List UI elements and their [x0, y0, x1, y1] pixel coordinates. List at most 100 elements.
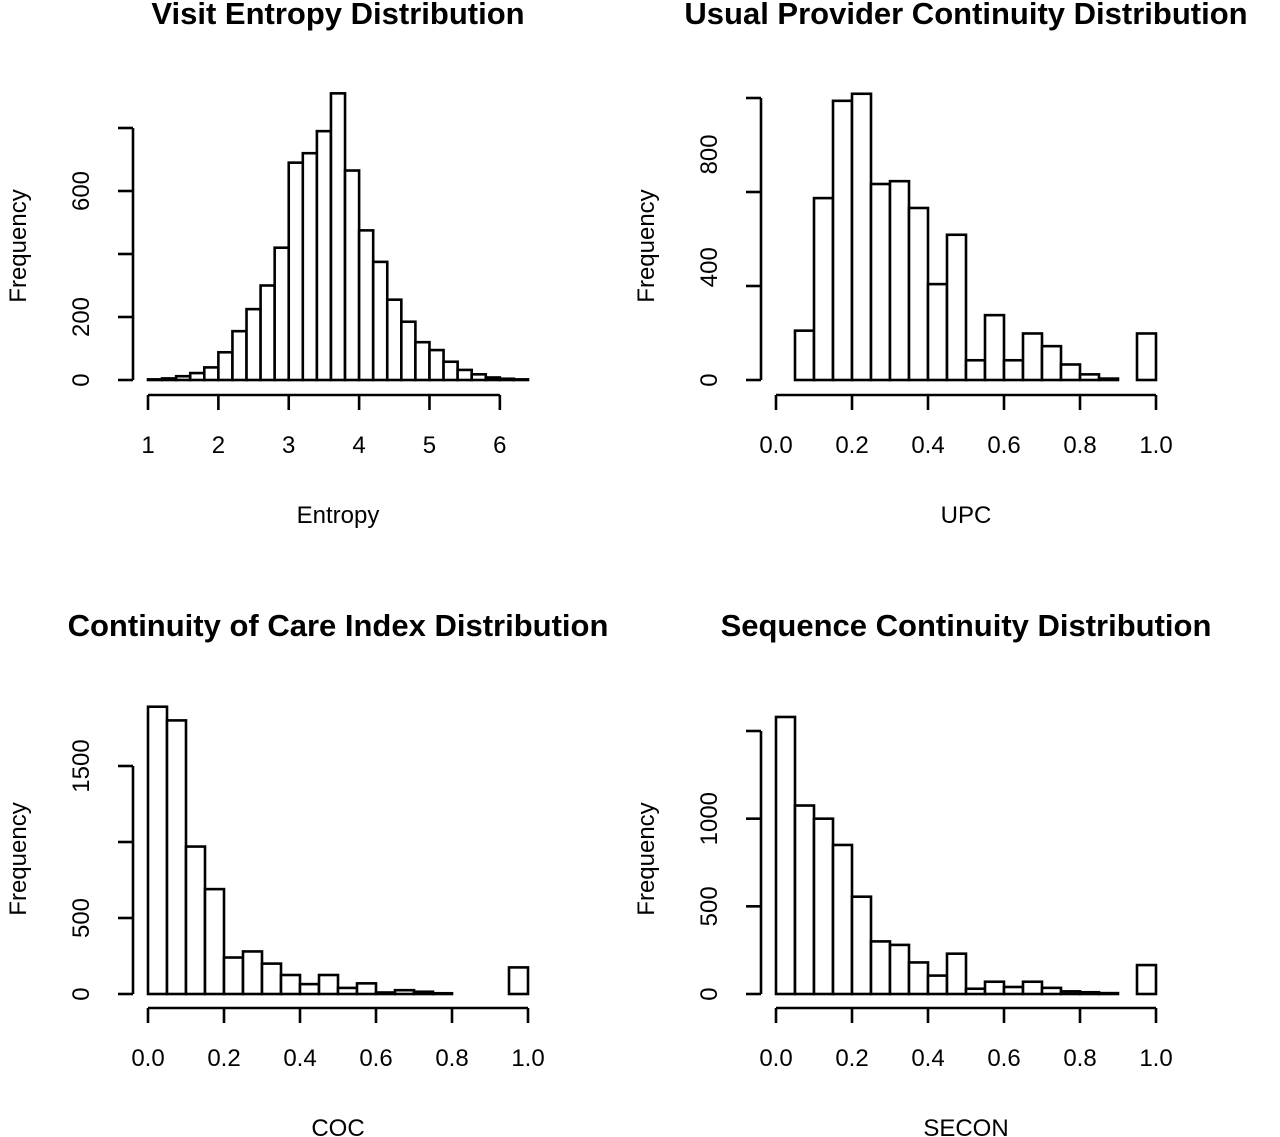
histogram-bar [793, 804, 816, 996]
histogram-bar [812, 817, 835, 996]
y-tick-label: 1000 [696, 792, 723, 845]
x-axis-label: SECON [923, 1115, 1008, 1137]
histogram-bar [484, 376, 502, 382]
x-axis-label: UPC [941, 502, 992, 529]
histogram-bar [1097, 991, 1120, 996]
histogram-bar [336, 986, 359, 996]
histogram-bar [279, 973, 302, 996]
y-tick-label: 0 [68, 373, 95, 386]
histogram-bar [355, 982, 378, 996]
histogram-bar [850, 92, 873, 382]
histogram-bar [1135, 963, 1158, 996]
x-axis-label: Entropy [297, 502, 380, 529]
chart-title: Sequence Continuity Distribution [721, 608, 1212, 643]
x-tick-label: 0.6 [987, 1045, 1020, 1072]
histogram-bar [850, 895, 873, 996]
histogram-bar [393, 988, 416, 996]
histogram-bar [231, 329, 248, 382]
y-axis-label: Frequency [5, 802, 32, 915]
histogram-bar [298, 982, 321, 996]
histogram-bar [202, 366, 220, 382]
histogram-bar [1040, 986, 1063, 996]
x-tick-label: 2 [212, 432, 225, 459]
y-tick-label: 0 [68, 987, 95, 1000]
histogram-bar [964, 358, 987, 382]
histogram-bar [273, 246, 291, 382]
histogram-bar [260, 962, 283, 996]
histogram-bar [1078, 373, 1101, 382]
histogram-bar [907, 961, 930, 996]
histogram-bar [926, 974, 949, 996]
histogram-bar [983, 313, 1006, 382]
histogram-bar [1078, 990, 1101, 996]
histogram-bar [1040, 344, 1063, 382]
histogram-bar [1021, 980, 1044, 996]
x-tick-label: 1.0 [1139, 1045, 1172, 1072]
y-tick-label: 800 [696, 134, 723, 174]
y-tick-label: 400 [696, 247, 723, 287]
y-tick-label: 600 [68, 171, 95, 211]
x-tick-label: 1.0 [511, 1045, 544, 1072]
histogram-bar [357, 229, 375, 382]
histogram-bar [371, 260, 389, 382]
histogram-bar [184, 845, 207, 996]
x-tick-label: 3 [282, 432, 295, 459]
histogram-bar [160, 377, 178, 382]
histogram-bar [165, 719, 188, 996]
histogram-bar [456, 368, 474, 382]
x-tick-label: 0.2 [835, 1045, 868, 1072]
histogram-bar [442, 360, 459, 382]
histogram-bar [146, 705, 169, 996]
histogram-bar [414, 340, 431, 382]
x-tick-label: 0.8 [1063, 1045, 1096, 1072]
y-tick-label: 1500 [68, 739, 95, 792]
histogram-bar [774, 715, 797, 996]
chart-title: Usual Provider Continuity Distribution [684, 0, 1247, 31]
x-tick-label: 0.0 [759, 1045, 792, 1072]
x-tick-label: 0.4 [911, 1045, 944, 1072]
x-tick-label: 0.6 [359, 1045, 392, 1072]
histogram-bar [203, 887, 226, 996]
x-tick-label: 5 [423, 432, 436, 459]
histogram-bar [926, 282, 949, 382]
histogram-bar [1135, 332, 1158, 382]
histogram-bar [428, 348, 445, 382]
x-tick-label: 4 [352, 432, 365, 459]
y-tick-label: 0 [696, 987, 723, 1000]
histogram-bar [174, 374, 192, 382]
histogram-bar [245, 307, 262, 382]
histogram-bar [1002, 985, 1025, 996]
histogram-bar [301, 151, 319, 382]
histogram-panel-1: Visit Entropy Distribution 1 2 3 4 5 6 Entropy 0… [5, 0, 530, 529]
histogram-bar [287, 161, 305, 382]
histogram-bar [222, 956, 245, 996]
x-tick-label: 0.4 [283, 1045, 316, 1072]
x-tick-label: 0.4 [911, 432, 944, 459]
histogram-panel-3: Continuity of Care Index Distribution 0.0… [5, 608, 608, 1137]
x-tick-label: 0.2 [835, 432, 868, 459]
histogram-bar [888, 943, 911, 996]
y-tick-label: 500 [696, 886, 723, 926]
x-tick-label: 1 [141, 432, 154, 459]
x-tick-label: 0.8 [1063, 432, 1096, 459]
histogram-bar [945, 233, 968, 382]
histogram-bar [241, 950, 264, 996]
histogram-bar [343, 169, 361, 382]
histogram-bar [146, 378, 164, 382]
histogram-bar [317, 973, 340, 996]
histogram-bar [188, 371, 206, 382]
histogram-bar [888, 179, 911, 382]
histogram-bar [217, 350, 234, 382]
chart-title: Visit Entropy Distribution [151, 0, 524, 31]
x-tick-label: 0.8 [435, 1045, 468, 1072]
histogram-bar [259, 284, 276, 382]
histogram-bar [945, 952, 968, 996]
histogram-bar [431, 991, 454, 996]
histogram-bar [907, 206, 930, 382]
histogram-panel-4: Sequence Continuity Distribution 0.0 0.2 0.… [633, 608, 1211, 1137]
histogram-bar [1021, 332, 1044, 382]
x-tick-label: 6 [493, 432, 506, 459]
histogram-bar [329, 92, 347, 382]
histogram-bar [385, 298, 403, 382]
